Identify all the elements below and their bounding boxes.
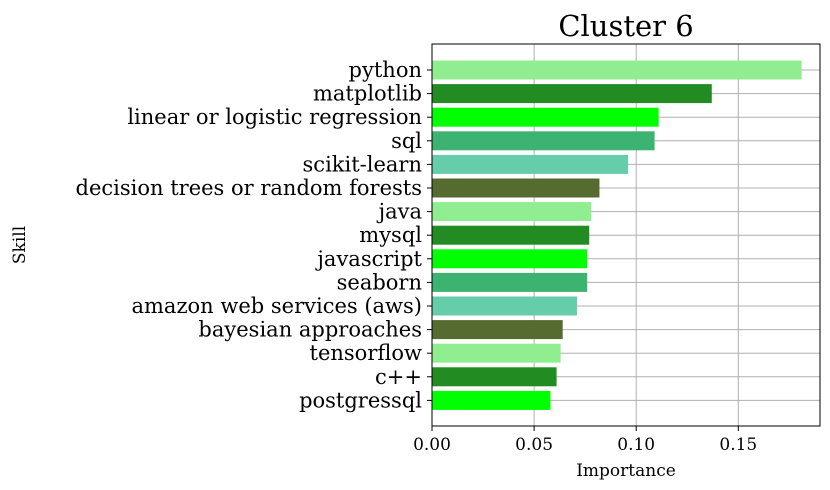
bar — [432, 320, 563, 340]
bar — [432, 390, 551, 410]
y-tick-label: c++ — [375, 365, 422, 389]
bar — [432, 107, 659, 127]
y-tick-label: scikit-learn — [303, 152, 422, 176]
x-tick-label: 0.10 — [617, 435, 655, 455]
x-tick-label: 0.15 — [719, 435, 757, 455]
y-tick-label: python — [349, 58, 422, 82]
bar — [432, 84, 712, 104]
bars — [432, 60, 802, 410]
bar — [432, 154, 629, 174]
bar — [432, 60, 802, 80]
y-tick-label: tensorflow — [310, 341, 423, 365]
bar — [432, 343, 561, 363]
y-axis-label: Skill — [10, 226, 30, 264]
bar — [432, 225, 590, 245]
y-tick-label: java — [376, 200, 422, 224]
bar — [432, 367, 557, 387]
bar — [432, 202, 592, 222]
y-tick-label: decision trees or random forests — [76, 176, 422, 200]
y-tick-label: linear or logistic regression — [127, 105, 422, 129]
y-tick-label: seaborn — [337, 270, 422, 294]
y-tick-label: javascript — [314, 247, 422, 271]
chart-title: Cluster 6 — [558, 9, 693, 43]
x-axis-label: Importance — [576, 461, 676, 481]
y-tick-label: amazon web services (aws) — [131, 294, 422, 318]
x-tick-labels: 0.00 0.05 0.10 0.15 — [413, 426, 757, 455]
bar — [432, 249, 588, 269]
x-tick-label: 0.05 — [515, 435, 553, 455]
bar — [432, 296, 577, 316]
y-tick-label: bayesian approaches — [198, 318, 422, 342]
y-tick-label: matplotlib — [313, 82, 422, 106]
y-tick-label: postgressql — [299, 388, 422, 412]
bar — [432, 178, 600, 198]
x-tick-label: 0.00 — [413, 435, 451, 455]
bar — [432, 272, 588, 292]
y-tick-label: mysql — [359, 223, 422, 247]
y-tick-label: sql — [391, 129, 422, 153]
bar — [432, 131, 655, 151]
